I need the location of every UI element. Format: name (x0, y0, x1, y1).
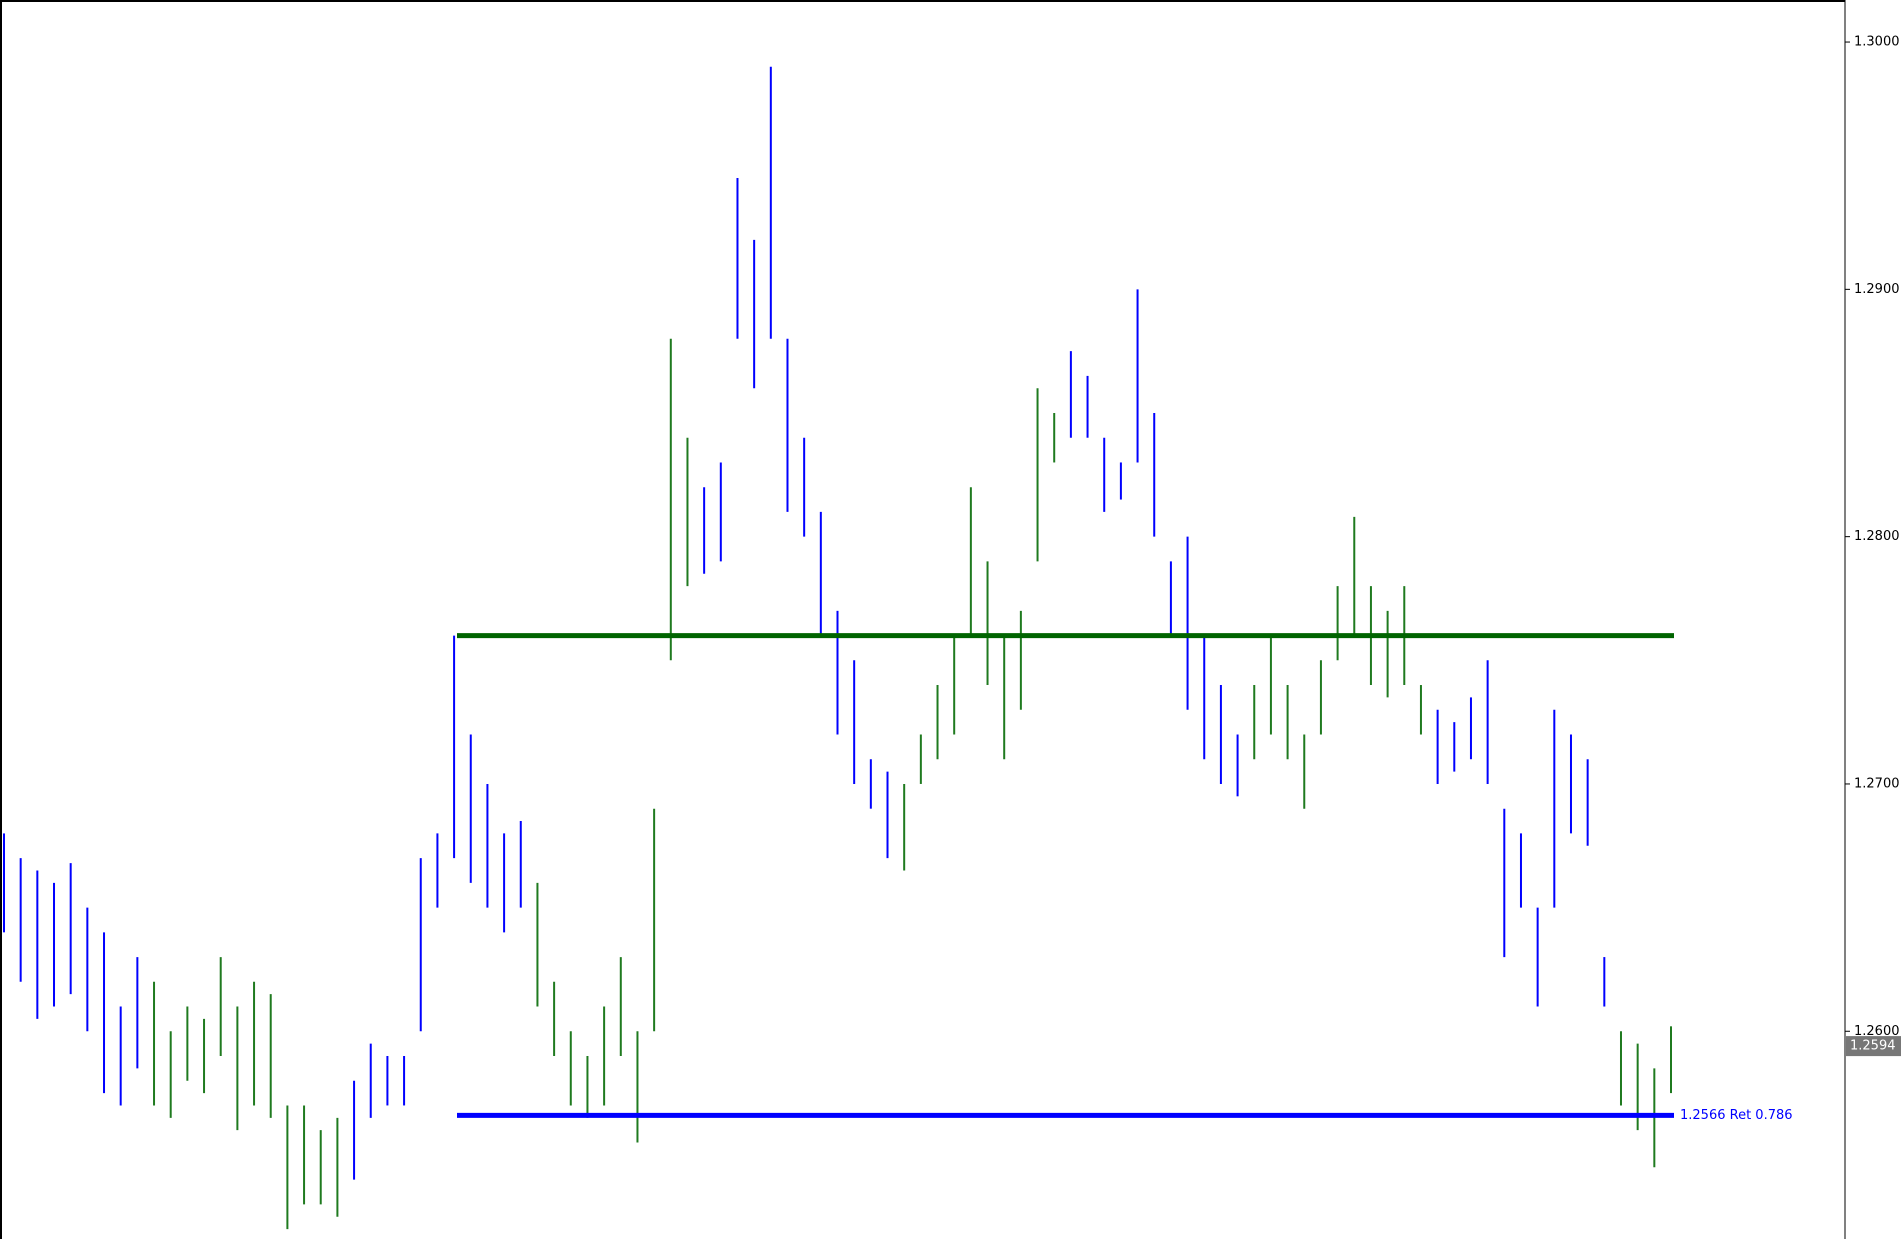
last-price-box (1846, 1036, 1901, 1057)
y-tick-label: 1.3000 (1854, 35, 1900, 50)
y-tick-label: 1.2900 (1854, 282, 1900, 297)
y-tick-label: 1.2700 (1854, 776, 1900, 791)
y-tick-label: 1.2800 (1854, 529, 1900, 544)
horizontal-line-label: 1.2566 Ret 0.786 (1680, 1108, 1793, 1123)
last-price-label: 1.2594 (1850, 1039, 1896, 1054)
y-tick-label: 1.2600 (1854, 1024, 1900, 1039)
